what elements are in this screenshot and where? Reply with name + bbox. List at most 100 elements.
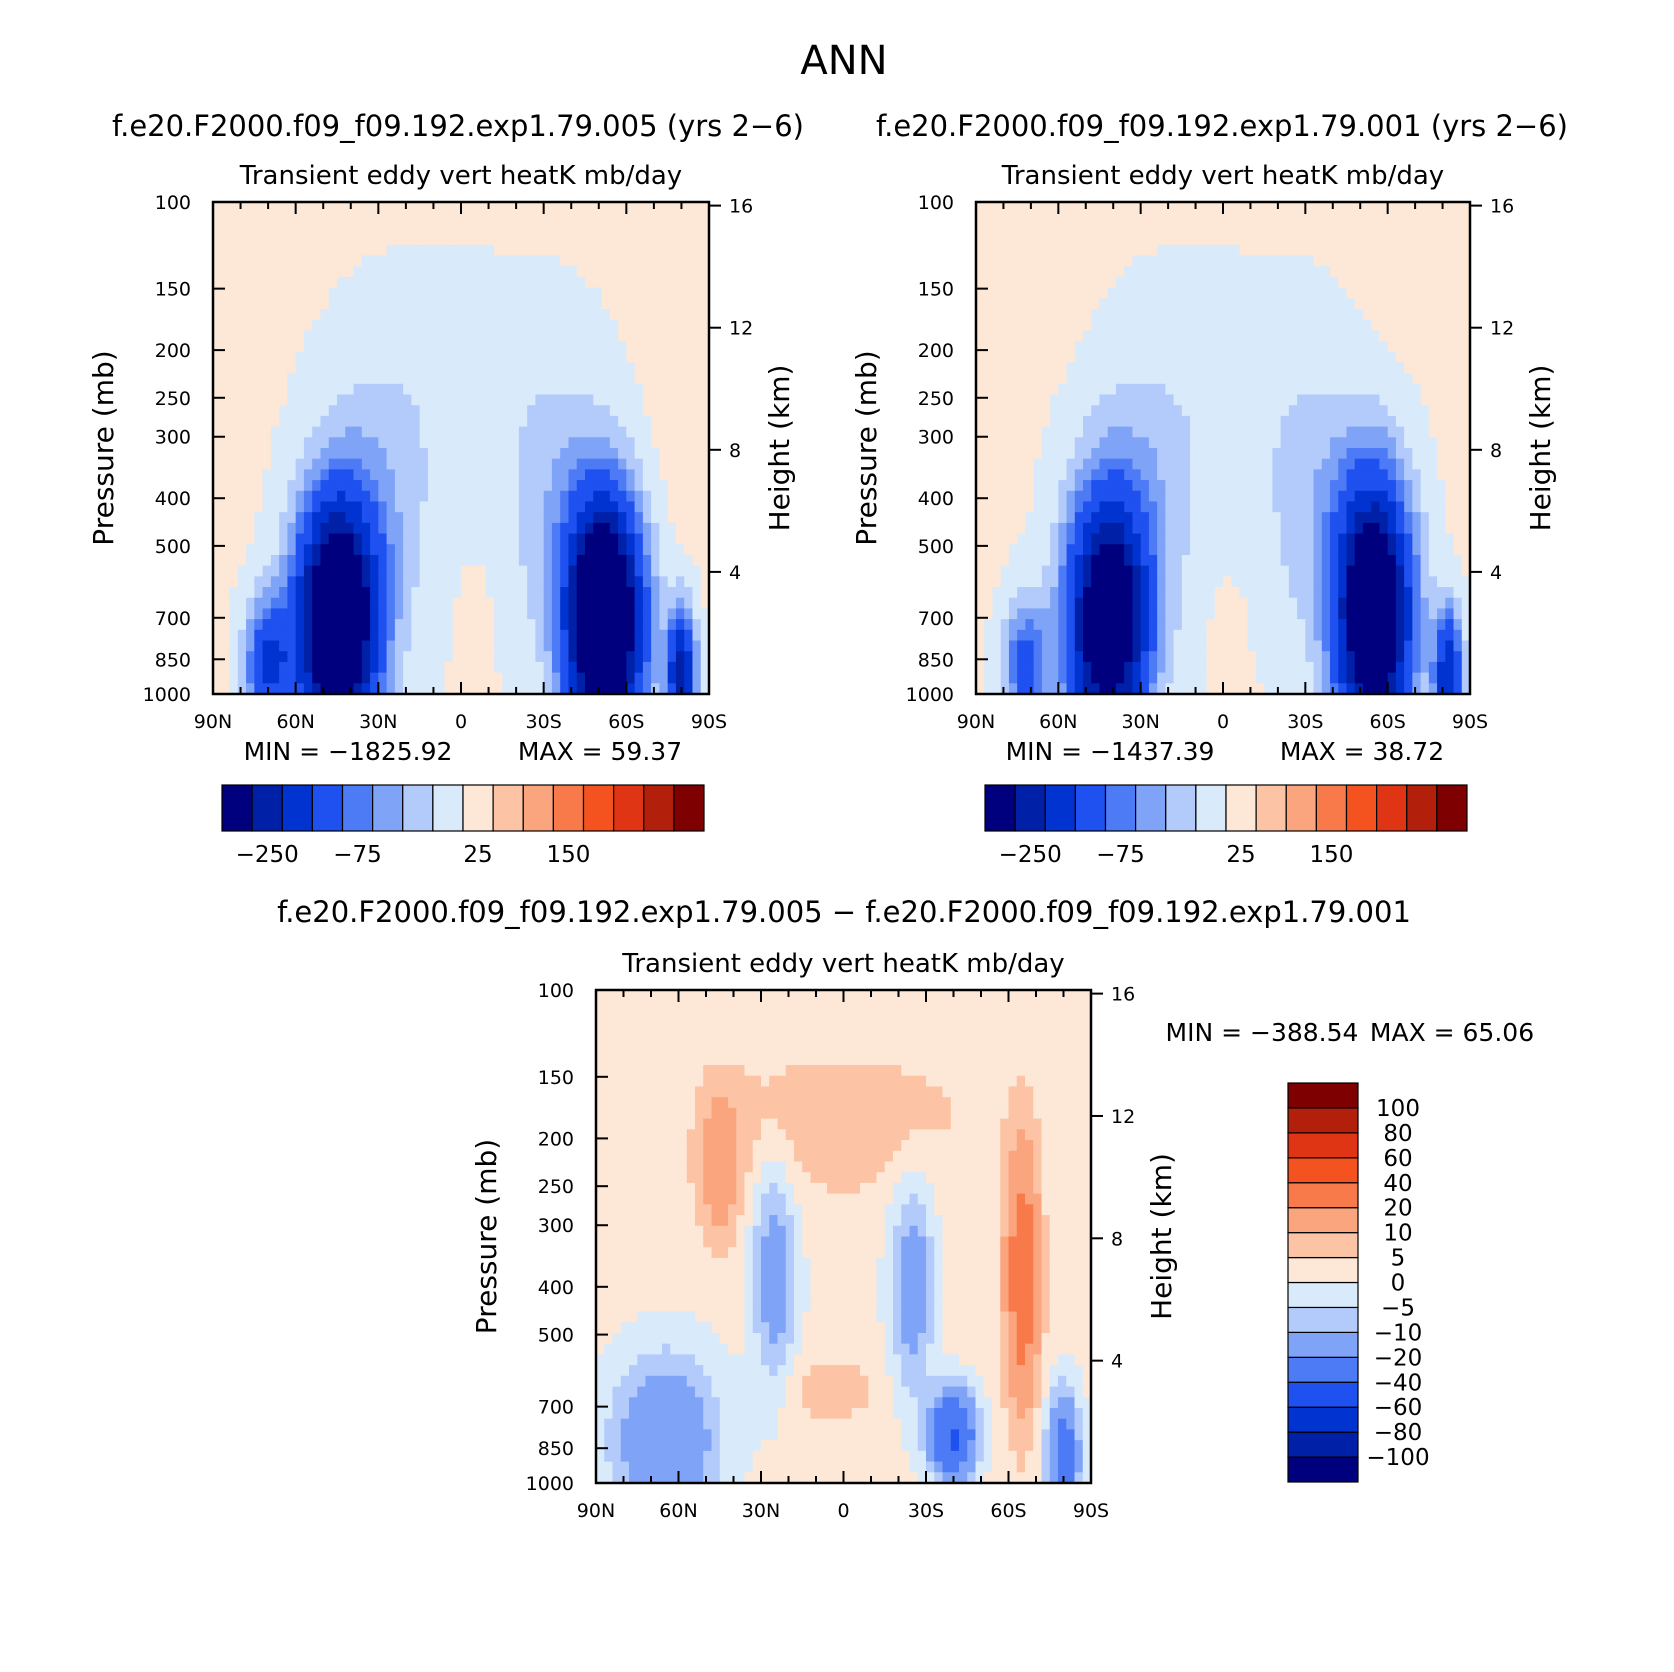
field-cell bbox=[692, 448, 702, 460]
field-cell bbox=[485, 394, 495, 406]
field-cell bbox=[1354, 522, 1364, 535]
field-cell bbox=[287, 276, 297, 289]
field-cell bbox=[560, 554, 570, 567]
field-cell bbox=[494, 544, 503, 556]
field-cell bbox=[1091, 383, 1101, 396]
field-cell bbox=[1255, 287, 1265, 299]
field-cell bbox=[510, 437, 520, 449]
field-cell bbox=[246, 640, 255, 652]
field-cell bbox=[246, 426, 255, 438]
field-cell bbox=[984, 490, 994, 503]
field-cell bbox=[1313, 351, 1323, 364]
field-cell bbox=[1148, 330, 1158, 342]
field-cell bbox=[378, 319, 388, 331]
field-cell bbox=[303, 255, 313, 267]
field-cell bbox=[378, 362, 388, 374]
field-cell bbox=[1074, 554, 1084, 567]
field-cell bbox=[1190, 255, 1199, 267]
field-cell bbox=[1362, 522, 1372, 535]
field-cell bbox=[1247, 501, 1257, 513]
field-cell bbox=[370, 651, 379, 663]
field-cell bbox=[1066, 533, 1076, 545]
field-cell bbox=[601, 661, 611, 674]
field-cell bbox=[436, 661, 446, 674]
field-cell bbox=[303, 415, 313, 428]
field-cell bbox=[1297, 266, 1306, 278]
field-cell bbox=[984, 308, 994, 321]
field-cell bbox=[992, 383, 1002, 396]
field-cell bbox=[576, 266, 586, 278]
field-cell bbox=[527, 490, 536, 503]
field-cell bbox=[1453, 405, 1463, 417]
field-cell bbox=[527, 565, 536, 577]
field-cell bbox=[254, 683, 264, 695]
field-cell bbox=[1354, 501, 1364, 513]
field-cell bbox=[1297, 373, 1306, 385]
field-cell bbox=[1272, 458, 1282, 470]
panel-b-field bbox=[976, 202, 1471, 695]
field-cell bbox=[1379, 469, 1389, 481]
field-cell bbox=[1453, 212, 1463, 224]
field-cell bbox=[353, 458, 363, 470]
field-cell bbox=[411, 298, 421, 310]
field-cell bbox=[279, 480, 288, 492]
field-cell bbox=[320, 448, 330, 460]
field-cell bbox=[1453, 469, 1463, 481]
field-cell bbox=[502, 223, 512, 235]
field-cell bbox=[593, 501, 603, 513]
field-cell bbox=[1338, 394, 1348, 406]
field-cell bbox=[1362, 234, 1372, 246]
field-cell bbox=[1461, 202, 1471, 214]
field-cell bbox=[303, 597, 313, 610]
field-cell bbox=[1181, 533, 1191, 545]
field-cell bbox=[1420, 394, 1430, 406]
field-cell bbox=[1198, 469, 1208, 481]
field-cell bbox=[1132, 512, 1142, 524]
field-cell bbox=[976, 330, 985, 342]
field-cell bbox=[1255, 341, 1265, 353]
field-cell bbox=[535, 533, 545, 545]
field-cell bbox=[576, 651, 586, 663]
field-cell bbox=[1445, 244, 1455, 257]
field-cell bbox=[370, 276, 379, 289]
field-cell bbox=[1395, 533, 1405, 545]
field-cell bbox=[452, 490, 462, 503]
field-cell bbox=[1033, 437, 1043, 449]
field-cell bbox=[1247, 255, 1257, 267]
field-cell bbox=[1387, 341, 1397, 353]
field-cell bbox=[518, 661, 528, 674]
field-cell bbox=[1157, 512, 1166, 524]
field-cell bbox=[494, 319, 503, 331]
field-cell bbox=[1231, 362, 1241, 374]
field-cell bbox=[452, 544, 462, 556]
field-cell bbox=[692, 266, 702, 278]
field-cell bbox=[353, 608, 363, 620]
field-cell bbox=[386, 619, 396, 631]
field-cell bbox=[320, 683, 330, 695]
field-cell bbox=[618, 587, 627, 599]
field-cell bbox=[378, 276, 388, 289]
field-cell bbox=[1132, 437, 1142, 449]
field-cell bbox=[1066, 522, 1076, 535]
field-cell bbox=[444, 383, 454, 396]
field-cell bbox=[303, 640, 313, 652]
field-cell bbox=[1173, 276, 1183, 289]
field-cell bbox=[1214, 565, 1224, 577]
field-cell bbox=[1321, 394, 1331, 406]
field-cell bbox=[992, 490, 1002, 503]
field-cell bbox=[1041, 202, 1051, 214]
field-cell bbox=[700, 319, 710, 331]
field-cell bbox=[1058, 512, 1068, 524]
field-cell bbox=[1395, 394, 1405, 406]
field-cell bbox=[370, 373, 379, 385]
field-cell bbox=[279, 394, 288, 406]
field-cell bbox=[543, 255, 553, 267]
field-cell bbox=[1206, 202, 1216, 214]
field-cell bbox=[279, 554, 288, 567]
field-cell bbox=[1198, 287, 1208, 299]
field-cell bbox=[1107, 554, 1117, 567]
field-cell bbox=[675, 373, 685, 385]
field-cell bbox=[568, 651, 578, 663]
field-cell bbox=[345, 490, 355, 503]
field-cell bbox=[1050, 415, 1059, 428]
